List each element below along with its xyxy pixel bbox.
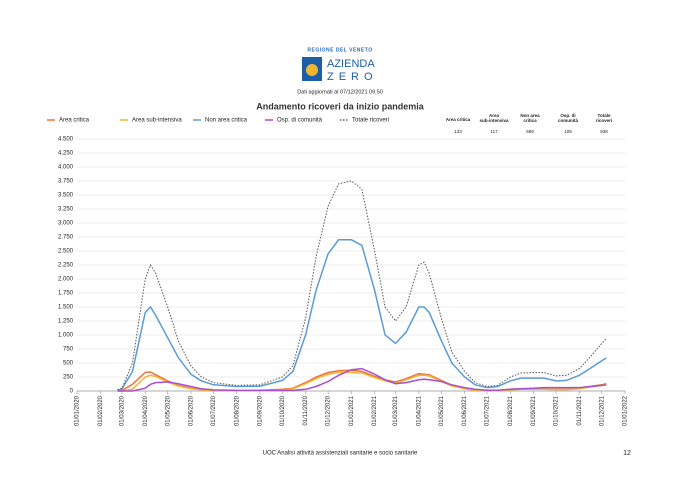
legend-label: Area sub-intensiva — [132, 118, 182, 124]
series-line — [117, 180, 607, 391]
y-tick-label: 3.500 — [58, 193, 74, 199]
y-tick-label: 1.000 — [58, 333, 74, 339]
logo-emblem — [306, 64, 318, 76]
summary-header: Area sub-intensiva — [479, 113, 509, 123]
x-tick-label: 01/09/2020 — [257, 395, 263, 426]
page-number: 12 — [623, 450, 631, 457]
y-tick-label: 4.250 — [58, 151, 74, 157]
summary-header: Area critica — [446, 117, 471, 122]
x-tick-label: 01/02/2020 — [98, 395, 104, 426]
series-line — [117, 371, 607, 392]
x-tick-label: 01/08/2021 — [508, 395, 514, 426]
x-tick-label: 01/10/2021 — [554, 395, 560, 426]
x-tick-label: 01/12/2021 — [599, 395, 605, 426]
y-tick-label: 2.250 — [58, 263, 74, 269]
x-tick-label: 01/05/2021 — [439, 395, 445, 426]
legend-label: Non area critica — [205, 118, 248, 124]
x-tick-label: 01/01/2022 — [623, 395, 629, 426]
summary-value: 109 — [564, 129, 572, 134]
x-tick-label: 01/03/2020 — [120, 395, 126, 426]
y-tick-label: 2.000 — [58, 277, 74, 283]
y-tick-label: 2.750 — [58, 235, 74, 241]
x-tick-label: 01/06/2020 — [189, 395, 195, 426]
y-tick-label: 1.250 — [58, 319, 74, 325]
y-tick-label: 4.000 — [58, 165, 74, 171]
y-tick-label: 4.500 — [58, 137, 74, 143]
x-tick-label: 01/12/2020 — [326, 395, 332, 426]
x-tick-label: 01/08/2020 — [234, 395, 240, 426]
x-tick-label: 01/04/2021 — [416, 395, 422, 426]
x-tick-label: 01/05/2020 — [165, 395, 171, 426]
x-tick-label: 01/09/2021 — [531, 395, 537, 426]
summary-header: Osp. di comunità — [558, 113, 578, 123]
y-tick-label: 1.750 — [58, 291, 74, 297]
footer: UOC Analisi attività assistenziali sanit… — [263, 451, 418, 457]
region: REGIONE DEL VENETO — [307, 47, 372, 53]
legend-label: Area critica — [59, 118, 90, 124]
y-tick-label: 3.250 — [58, 207, 74, 213]
x-tick-label: 01/03/2021 — [393, 395, 399, 426]
x-tick-label: 01/04/2020 — [143, 395, 149, 426]
y-tick-label: 750 — [63, 347, 74, 353]
y-tick-label: 250 — [63, 375, 74, 381]
x-tick-label: 01/10/2020 — [280, 395, 286, 426]
x-tick-label: 01/06/2021 — [462, 395, 468, 426]
summary-value: 117 — [490, 129, 498, 134]
legend-label: Osp. di comunità — [277, 118, 323, 124]
x-tick-label: 01/01/2020 — [75, 395, 81, 426]
x-tick-label: 01/07/2020 — [211, 395, 217, 426]
series-line — [117, 239, 607, 391]
x-tick-label: 01/11/2021 — [577, 395, 583, 425]
summary-value: 133 — [454, 129, 462, 134]
x-tick-label: 01/11/2020 — [303, 395, 309, 425]
x-tick-label: 01/07/2021 — [485, 395, 491, 426]
brand-bottom: ZERO — [327, 71, 378, 83]
y-tick-label: 0 — [70, 389, 74, 395]
y-tick-label: 1.500 — [58, 305, 74, 311]
summary-value: 589 — [526, 129, 534, 134]
summary-header: Totale ricoveri — [596, 113, 612, 123]
legend-label: Totale ricoveri — [352, 118, 389, 124]
y-tick-label: 3.750 — [58, 179, 74, 185]
summary-header: Non area critica — [520, 113, 540, 123]
y-tick-label: 2.500 — [58, 249, 74, 255]
brand-top: AZIENDA — [327, 58, 375, 70]
y-tick-label: 500 — [63, 361, 74, 367]
chart-title: Andamento ricoveri da inizio pandemia — [256, 101, 425, 111]
series-line — [117, 367, 607, 392]
y-tick-label: 3.000 — [58, 221, 74, 227]
updated: Dati aggiornati al 07/12/2021 09.50 — [297, 89, 383, 95]
x-tick-label: 01/01/2021 — [349, 395, 355, 426]
x-tick-label: 01/02/2021 — [372, 395, 378, 426]
summary-value: 938 — [600, 129, 608, 134]
